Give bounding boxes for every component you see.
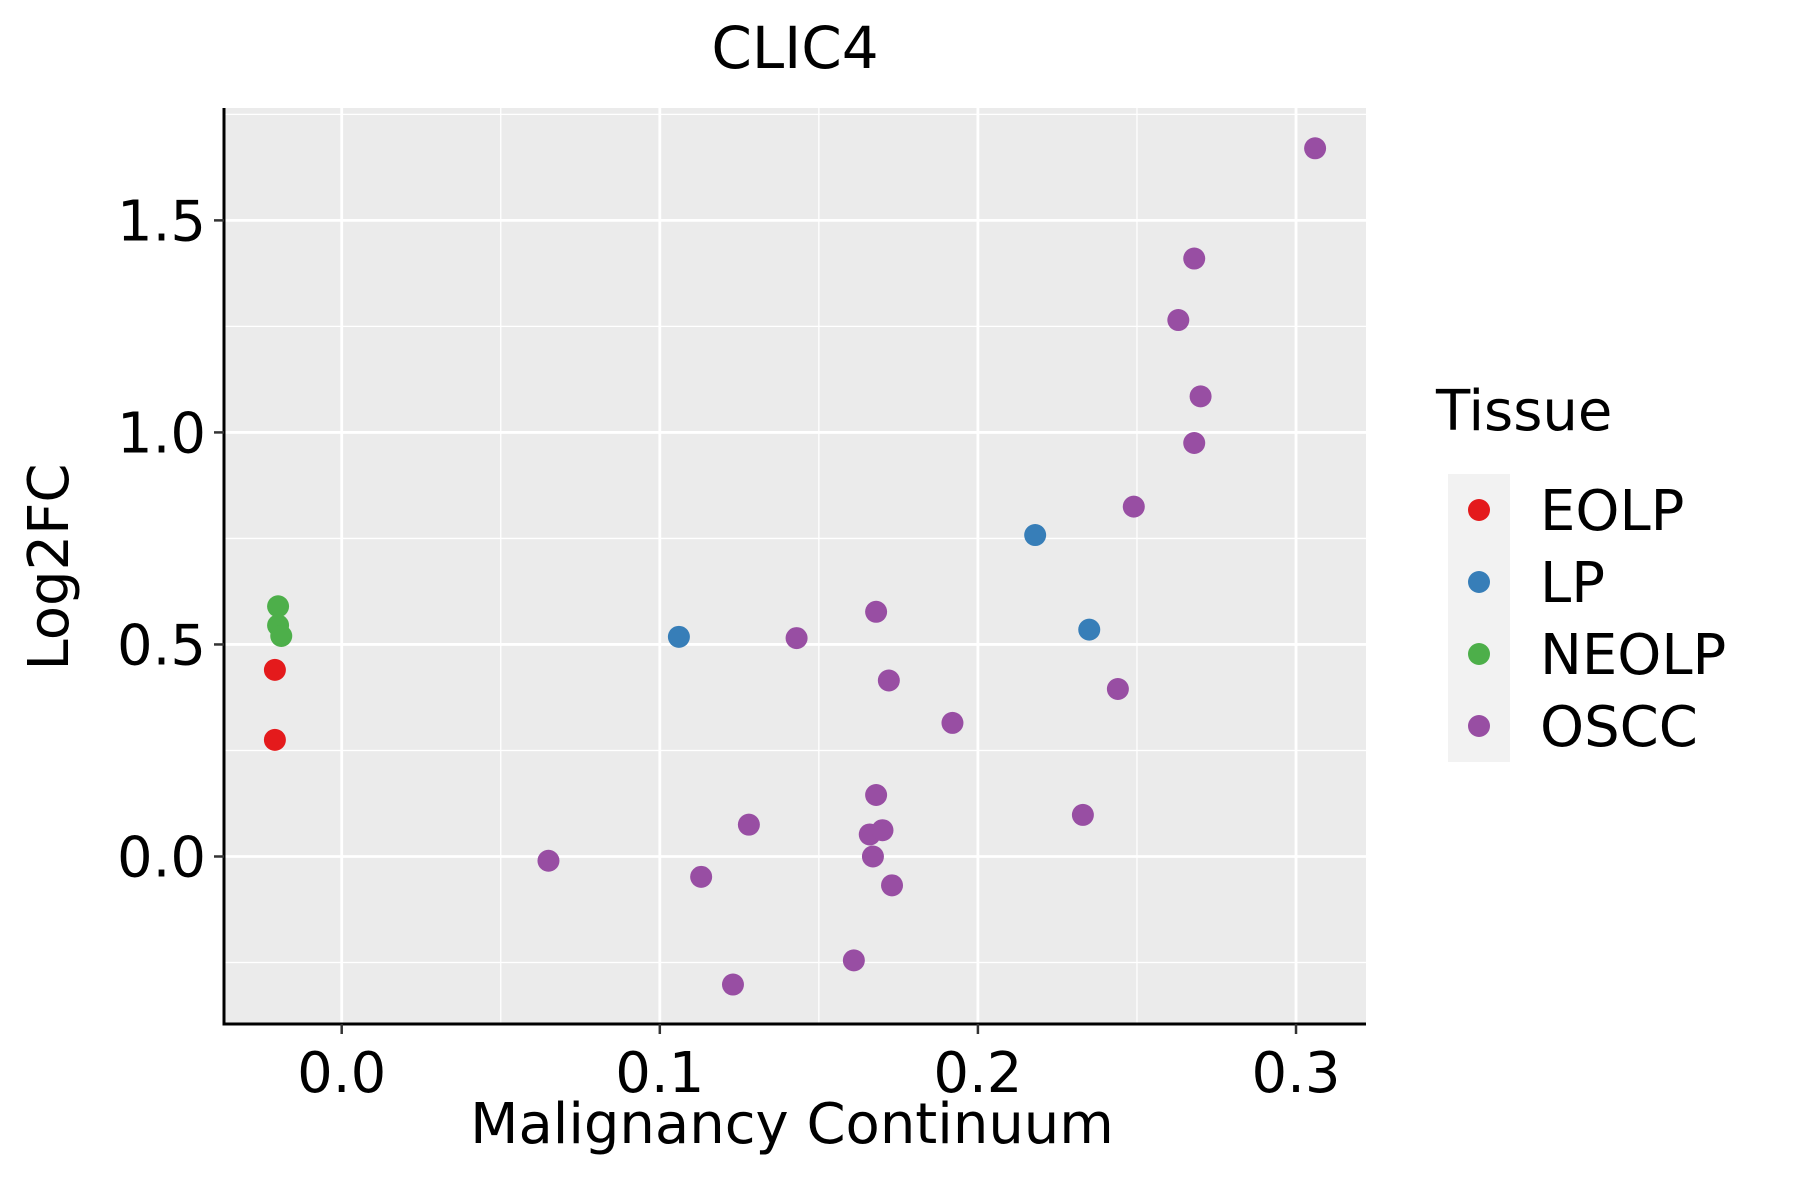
- point-oscc: [737, 813, 760, 836]
- y-tick-label: 1.0: [117, 401, 206, 466]
- point-oscc: [871, 819, 894, 842]
- point-oscc: [721, 973, 744, 996]
- legend-label-lp: LP: [1540, 551, 1605, 616]
- legend: Tissue EOLP LP NEOLP OSCC: [1435, 379, 1726, 762]
- point-oscc: [865, 784, 888, 806]
- legend-key-oscc: [1468, 715, 1490, 737]
- axes: 0.0 0.1 0.2 0.3 0.0 0.5 1.0 1.5: [117, 108, 1366, 1106]
- x-tick-label: 0.0: [297, 1041, 386, 1106]
- point-oscc: [1304, 137, 1327, 160]
- x-tick-label: 0.3: [1251, 1041, 1340, 1106]
- point-oscc: [1106, 677, 1129, 700]
- x-tick-label: 0.1: [615, 1041, 704, 1106]
- chart-title: CLIC4: [711, 14, 878, 82]
- point-oscc: [785, 627, 808, 650]
- point-oscc: [1167, 309, 1190, 332]
- point-lp: [1024, 524, 1047, 547]
- point-oscc: [941, 711, 964, 734]
- point-eolp: [263, 728, 286, 751]
- legend-title: Tissue: [1435, 379, 1612, 444]
- legend-key-eolp: [1468, 499, 1490, 521]
- data-points: [263, 137, 1327, 996]
- y-tick-label: 0.5: [117, 613, 206, 678]
- point-neolp: [270, 624, 293, 647]
- point-lp: [667, 625, 690, 648]
- y-tick-label: 1.5: [117, 189, 206, 254]
- point-oscc: [865, 600, 888, 623]
- point-oscc: [877, 669, 900, 692]
- point-oscc: [861, 845, 884, 868]
- y-tick-label: 0.0: [117, 825, 206, 890]
- plot-panel: [224, 108, 1366, 1024]
- legend-label-neolp: NEOLP: [1540, 623, 1726, 688]
- legend-key-lp: [1468, 571, 1490, 593]
- panel-background: [224, 108, 1366, 1024]
- y-axis-title: Log2FC: [17, 464, 82, 671]
- legend-label-eolp: EOLP: [1540, 479, 1684, 544]
- x-tick-label: 0.2: [933, 1041, 1022, 1106]
- legend-label-oscc: OSCC: [1540, 695, 1698, 760]
- point-oscc: [1071, 803, 1094, 826]
- point-oscc: [1122, 495, 1145, 518]
- point-eolp: [263, 658, 286, 681]
- legend-key-neolp: [1468, 643, 1490, 665]
- point-oscc: [881, 874, 904, 897]
- point-oscc: [1183, 432, 1206, 455]
- legend-key-background: [1448, 474, 1510, 762]
- point-oscc: [690, 865, 713, 888]
- x-axis-title: Malignancy Continuum: [470, 1092, 1114, 1157]
- point-lp: [1078, 618, 1101, 641]
- point-oscc: [1189, 385, 1212, 408]
- point-neolp: [267, 595, 290, 618]
- point-oscc: [842, 949, 865, 972]
- point-oscc: [537, 849, 560, 872]
- point-oscc: [1183, 247, 1206, 270]
